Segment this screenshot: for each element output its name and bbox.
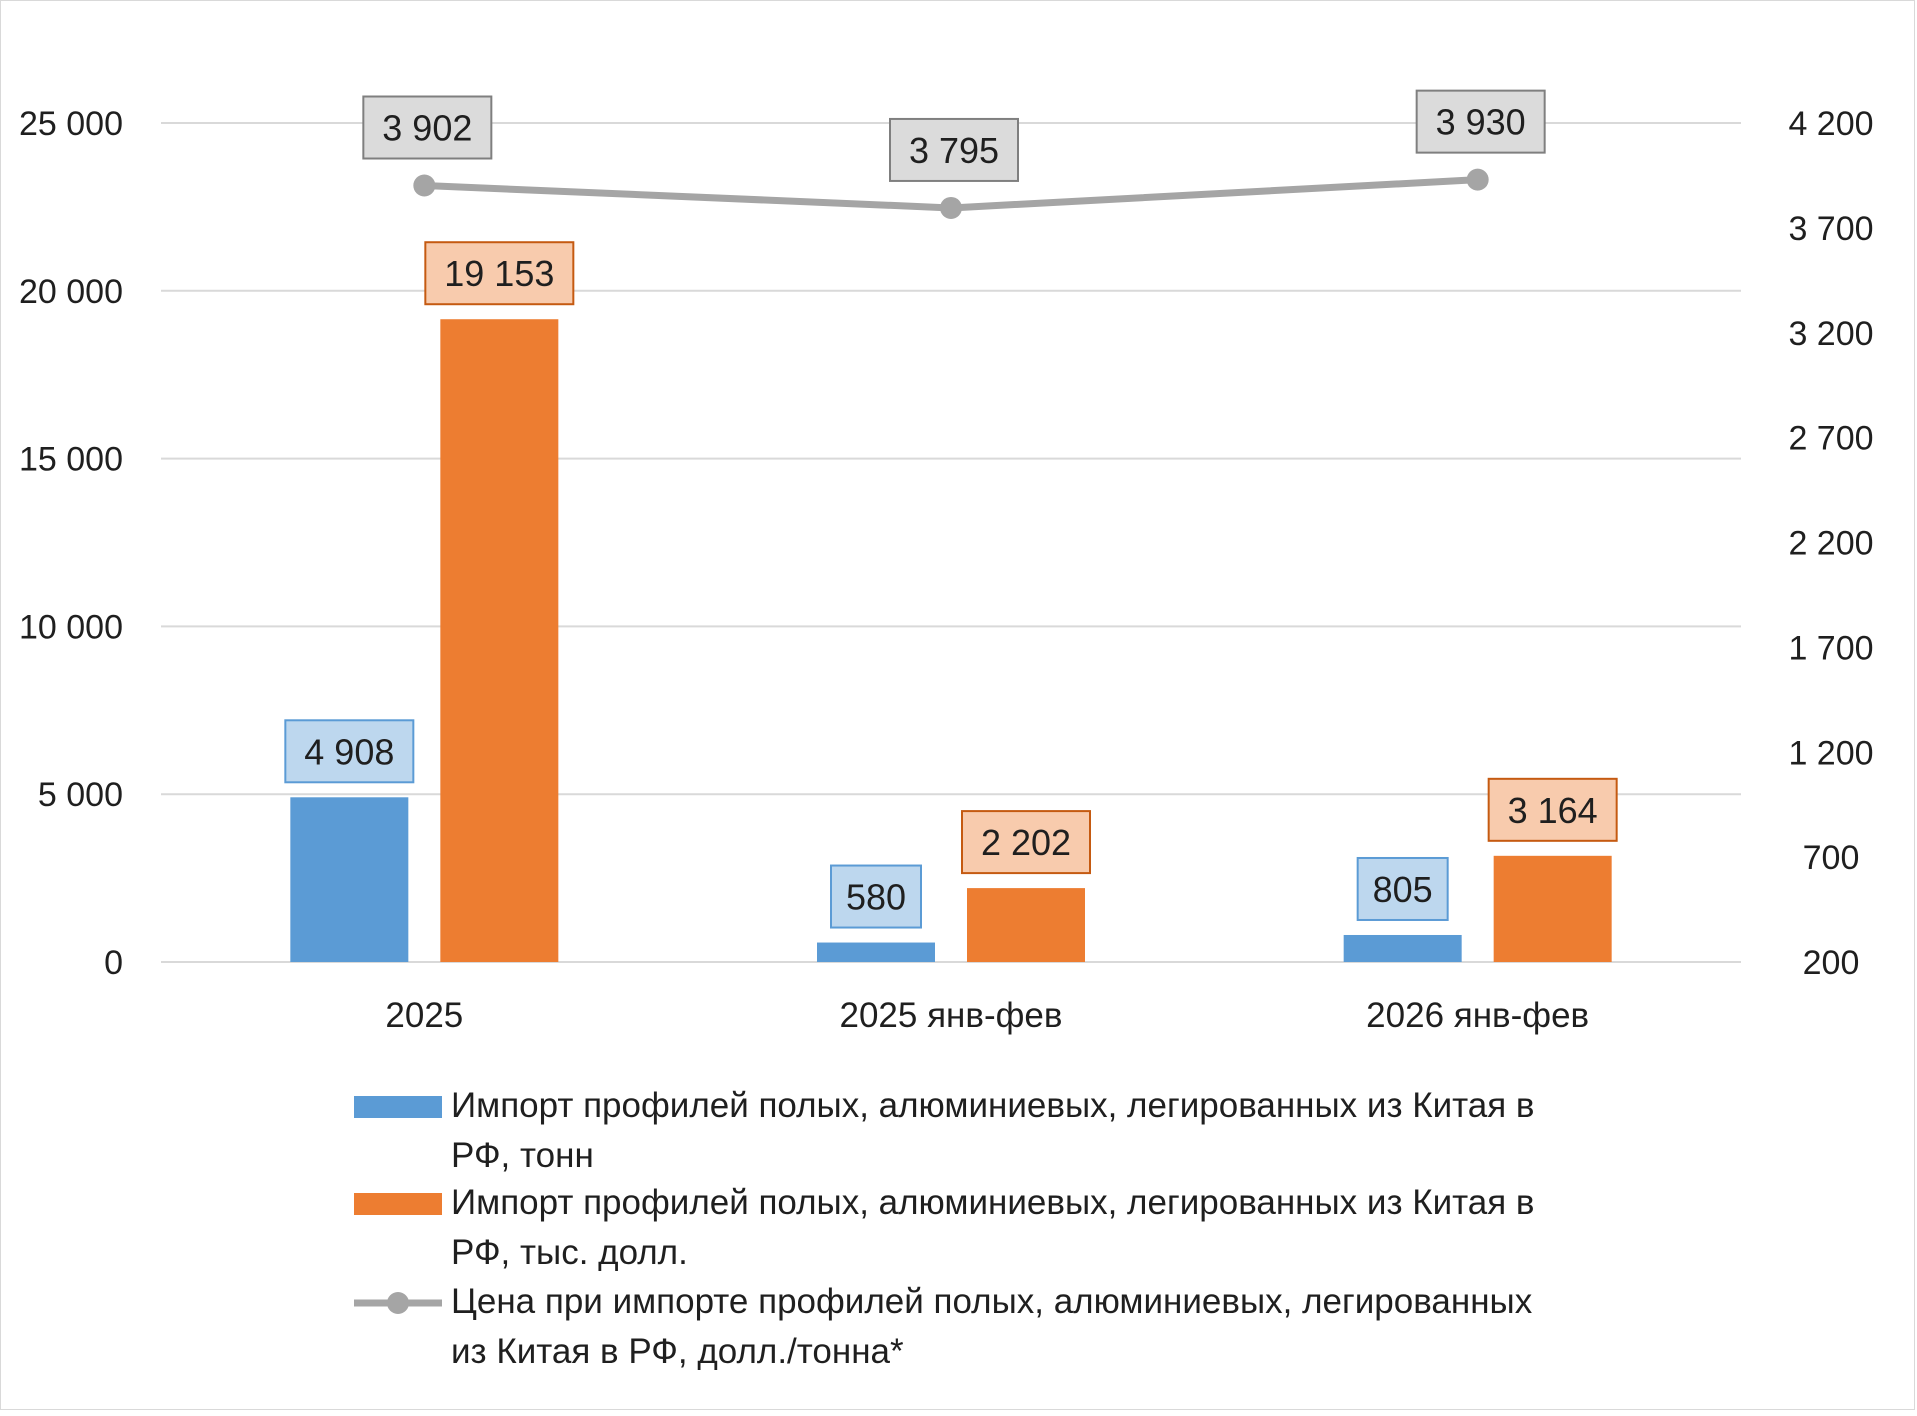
data-labels: 4 908 580 805 19 153 2 202 3 164 3 902 3 795 3 9… (284, 89, 1618, 929)
price-point (940, 196, 962, 219)
data-label: 19 153 (424, 241, 575, 306)
bar (1493, 855, 1612, 962)
legend-label: РФ, тонн (451, 1136, 594, 1175)
right-axis: 200 700 1 200 1 700 2 200 2 700 3 200 3 700 4 20… (1788, 105, 1873, 982)
data-label: 3 795 (889, 117, 1019, 182)
data-label-box (1356, 856, 1449, 921)
data-label: 4 908 (284, 719, 415, 784)
legend-item: Импорт профилей полых, алюминиевых, леги… (354, 1086, 1535, 1175)
bars (290, 319, 1612, 962)
bar (967, 888, 1085, 962)
right-tick-label: 700 (1803, 839, 1860, 877)
right-tick-label: 2 700 (1788, 420, 1873, 458)
left-tick-label: 5 000 (38, 776, 123, 814)
data-label: 805 (1356, 856, 1449, 921)
price-point (413, 174, 436, 197)
legend: Импорт профилей полых, алюминиевых, леги… (354, 1086, 1535, 1371)
legend-marker (387, 1292, 409, 1314)
data-label-text: 580 (846, 877, 906, 918)
category-label: 2025 (385, 996, 463, 1035)
right-tick-label: 3 700 (1788, 210, 1873, 248)
left-tick-label: 15 000 (19, 441, 123, 479)
data-label: 2 202 (961, 810, 1091, 875)
legend-swatch (354, 1096, 442, 1118)
right-tick-label: 4 200 (1788, 105, 1873, 143)
data-label: 3 164 (1487, 777, 1618, 842)
data-label-text: 3 902 (382, 108, 472, 149)
legend-swatch (354, 1193, 442, 1215)
legend-label: из Китая в РФ, долл./тонна* (451, 1332, 904, 1371)
right-tick-label: 1 200 (1788, 734, 1873, 772)
left-tick-label: 0 (104, 944, 123, 982)
right-tick-label: 2 200 (1788, 525, 1873, 563)
right-tick-label: 200 (1803, 944, 1860, 982)
left-axis: 0 5 000 10 000 15 000 20 000 25 000 (19, 105, 123, 982)
right-tick-label: 1 700 (1788, 629, 1873, 667)
data-label-text: 4 908 (304, 731, 394, 772)
left-tick-label: 25 000 (19, 105, 123, 143)
bar (1343, 934, 1462, 962)
left-tick-label: 20 000 (19, 273, 123, 311)
bar (440, 319, 559, 962)
data-label-text: 19 153 (444, 253, 554, 294)
data-label-box (889, 117, 1019, 182)
price-line (413, 168, 1489, 219)
bar (817, 942, 935, 962)
category-axis: 2025 2025 янв-фев 2026 янв-фев (385, 996, 1589, 1035)
legend-item: Импорт профилей полых, алюминиевых, леги… (354, 1183, 1535, 1272)
legend-label: Цена при импорте профилей полых, алюмини… (451, 1282, 1533, 1321)
data-label-text: 805 (1373, 869, 1433, 910)
price-point (1466, 168, 1489, 191)
right-tick-label: 3 200 (1788, 315, 1873, 353)
legend-label: Импорт профилей полых, алюминиевых, леги… (451, 1183, 1535, 1222)
category-label: 2025 янв-фев (840, 996, 1063, 1035)
data-label: 3 930 (1415, 89, 1546, 154)
data-label-box (1415, 89, 1546, 154)
legend-label: Импорт профилей полых, алюминиевых, леги… (451, 1086, 1535, 1125)
data-label: 580 (830, 864, 922, 929)
data-label-box (284, 719, 415, 784)
category-label: 2026 янв-фев (1366, 996, 1589, 1035)
data-label-box (362, 95, 493, 160)
data-label-text: 3 164 (1508, 790, 1598, 831)
bar (290, 797, 409, 962)
legend-item: Цена при импорте профилей полых, алюмини… (354, 1282, 1533, 1371)
data-label-box (830, 864, 922, 929)
data-label-text: 3 930 (1436, 102, 1526, 143)
data-label-text: 3 795 (909, 130, 999, 171)
data-label: 3 902 (362, 95, 493, 160)
legend-label: РФ, тыс. долл. (451, 1233, 688, 1272)
data-label-text: 2 202 (981, 822, 1071, 863)
data-label-box (961, 810, 1091, 875)
data-label-box (1487, 777, 1618, 842)
left-tick-label: 10 000 (19, 608, 123, 646)
data-label-box (424, 241, 575, 306)
